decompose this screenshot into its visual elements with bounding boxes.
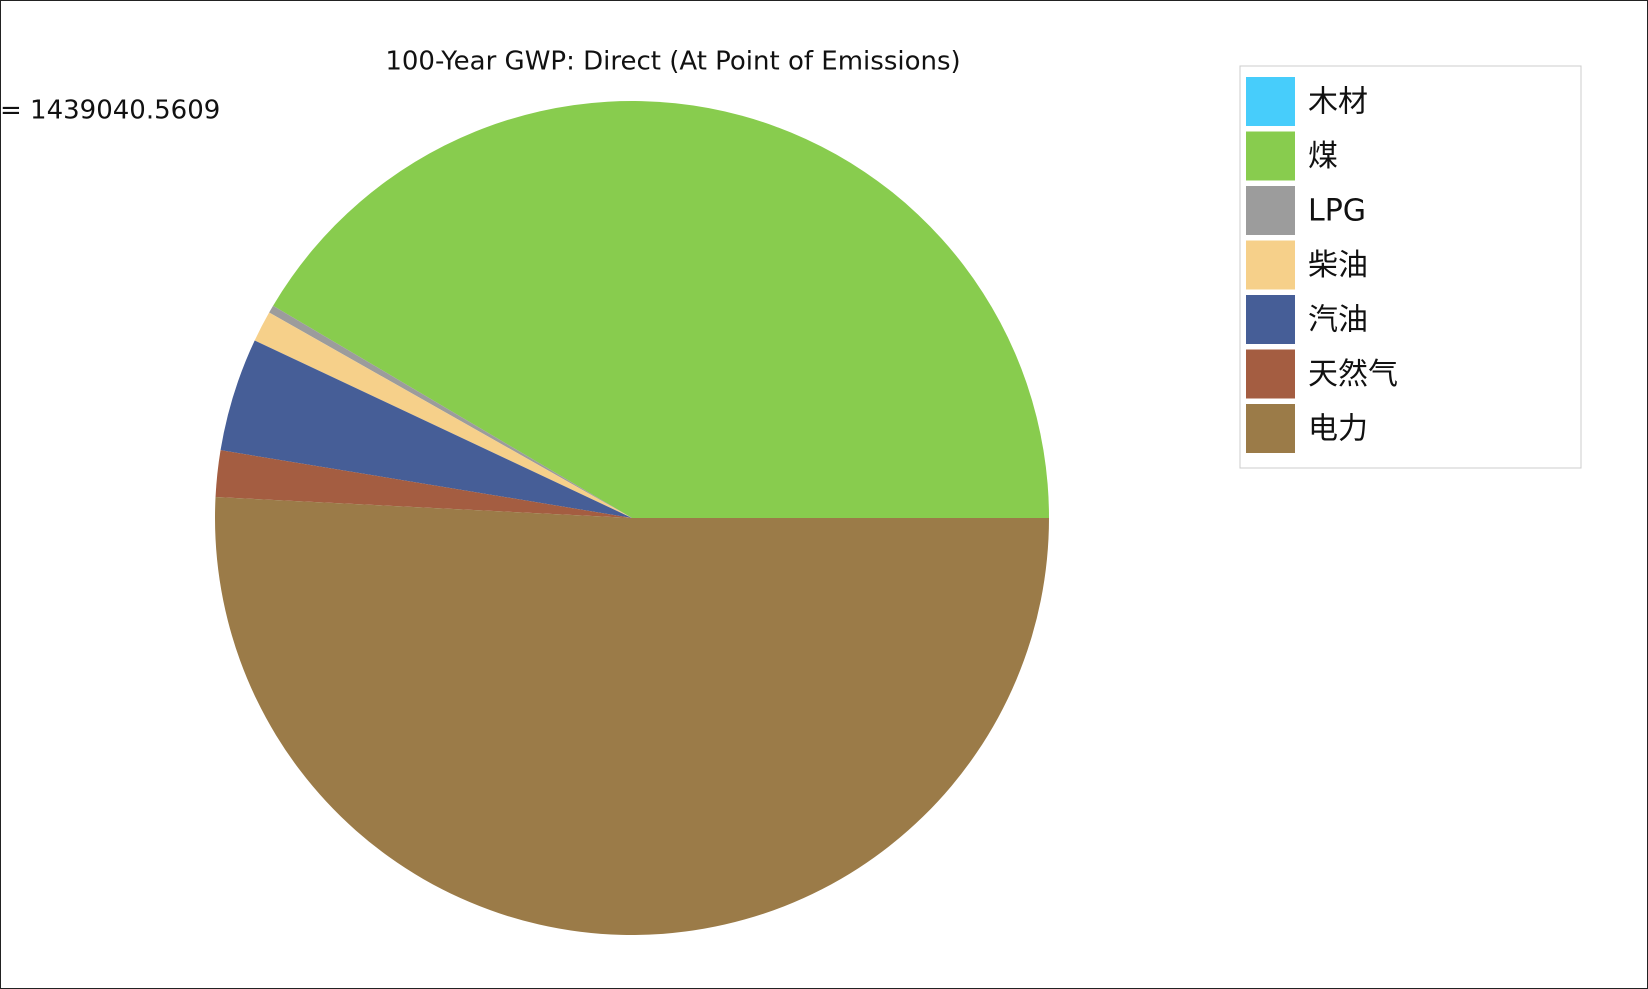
legend-swatch	[1246, 131, 1295, 181]
legend-swatch	[1246, 186, 1295, 235]
legend-swatch	[1246, 240, 1295, 290]
pie-slice	[254, 312, 632, 518]
legend-swatch	[1246, 77, 1295, 126]
pie-slice	[215, 497, 1049, 936]
legend-swatch	[1246, 349, 1295, 399]
legend-label: 柴油	[1308, 248, 1368, 283]
legend-label: 木材	[1308, 85, 1368, 120]
legend-label: 天然气	[1308, 357, 1398, 392]
legend-label: 电力	[1308, 412, 1368, 447]
legend-swatch	[1246, 295, 1295, 344]
legend-label: 汽油	[1308, 303, 1368, 338]
legend-swatch	[1246, 404, 1295, 453]
pie-slice	[269, 305, 632, 518]
total-annotation: = 1439040.5609	[0, 96, 220, 126]
legend-label: LPG	[1308, 194, 1366, 229]
pie-slice	[273, 100, 1050, 519]
chart-title: 100-Year GWP: Direct (At Point of Emissi…	[385, 47, 960, 77]
pie-slice	[215, 450, 633, 518]
legend-label: 煤	[1308, 139, 1338, 174]
legend-box	[1239, 65, 1582, 469]
pie-slice	[220, 340, 633, 518]
